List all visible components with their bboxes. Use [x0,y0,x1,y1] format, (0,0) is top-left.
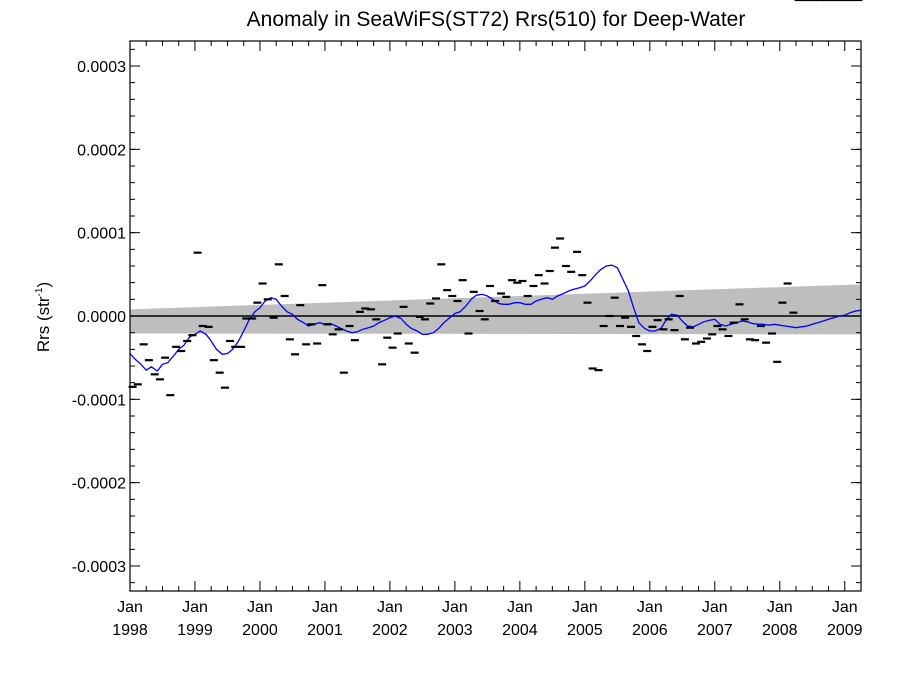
x-tick-label-month: Jan [377,599,403,616]
y-tick-label: 0.0002 [77,142,126,159]
x-tick-label-year: 2003 [437,622,473,639]
x-tick-label-year: 2009 [827,622,863,639]
y-tick-label: -0.0002 [72,476,126,493]
x-tick-label-year: 2002 [372,622,408,639]
x-tick-label-month: Jan [312,599,338,616]
y-axis-label: Rrs (str-1) [34,282,53,352]
x-tick-label-year: 1999 [177,622,213,639]
y-axis-label-text: Rrs (str [34,296,53,352]
y-tick-label: -0.0001 [72,392,126,409]
chart-title: Anomaly in SeaWiFS(ST72) Rrs(510) for De… [246,8,746,31]
x-tick-label-year: 1998 [112,622,148,639]
y-axis-ticks: -0.0003 -0.0002 -0.0001 0.0000 0.0001 0.0002 0… [72,48,861,584]
x-tick-label-month: Jan [507,599,533,616]
x-tick-label-month: Jan [117,599,143,616]
x-tick-label-year: 2004 [502,622,538,639]
confidence-band [130,284,861,335]
y-tick-label: 0.0001 [77,226,126,243]
x-axis-ticks: Jan 1998 Jan 1999 Jan 2000 Jan 2001 Jan 2002 Jan 20… [112,41,863,639]
x-tick-label-month: Jan [702,599,728,616]
x-tick-label-year: 2007 [697,622,733,639]
x-tick-label-month: Jan [442,599,468,616]
y-axis-label-close: ) [34,282,53,288]
x-tick-label-year: 2000 [242,622,278,639]
y-tick-label: -0.0003 [72,559,126,576]
confidence-band-layer [130,284,861,335]
x-tick-label-year: 2005 [567,622,603,639]
x-tick-label-year: 2001 [307,622,343,639]
x-tick-label-month: Jan [572,599,598,616]
x-tick-label-month: Jan [247,599,273,616]
y-axis-label-superscript: -1 [34,287,45,296]
x-tick-label-year: 2006 [632,622,668,639]
y-tick-label: 0.0000 [77,309,126,326]
x-tick-label-month: Jan [832,599,858,616]
x-tick-label-month: Jan [182,599,208,616]
anomaly-markers-layer [128,0,863,397]
x-tick-label-month: Jan [767,599,793,616]
y-tick-label: 0.0003 [77,59,126,76]
x-tick-label-year: 2008 [762,622,798,639]
x-tick-label-month: Jan [637,599,663,616]
